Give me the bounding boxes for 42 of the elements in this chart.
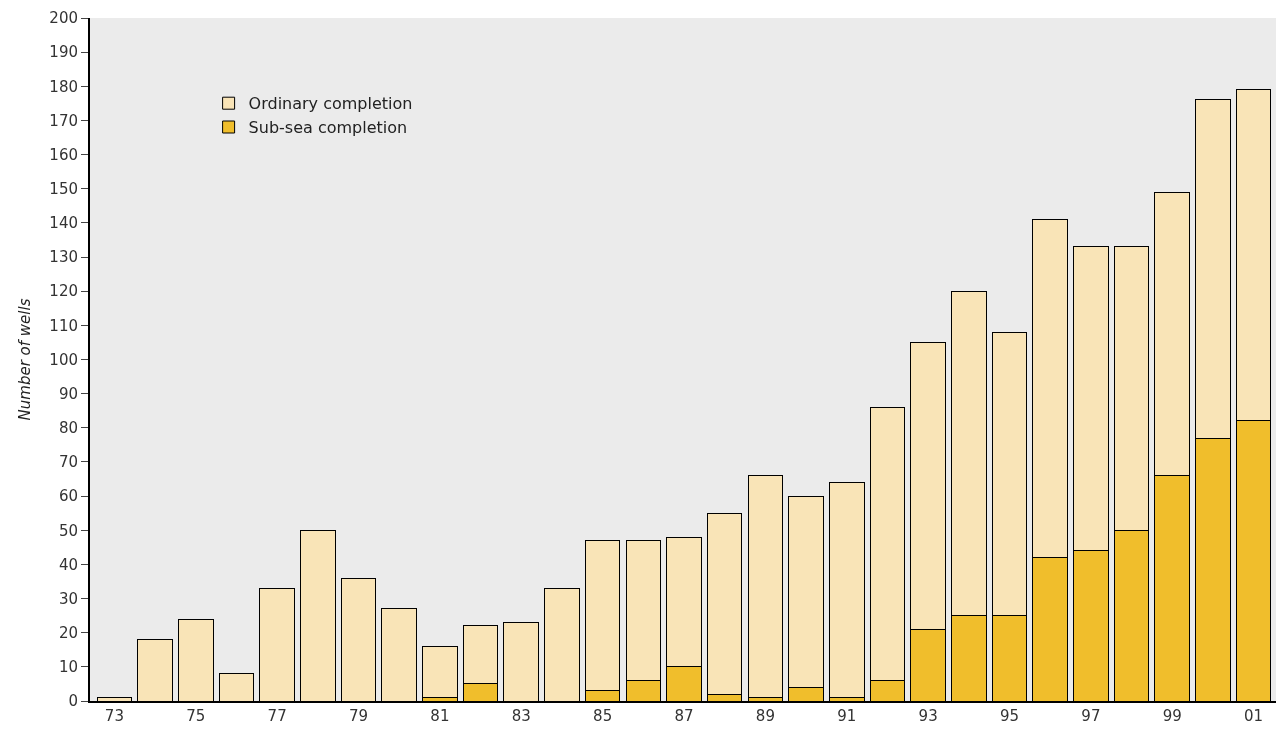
y-tick-label: 190 <box>49 43 78 62</box>
y-axis-title: Number of wells <box>16 298 35 421</box>
legend-label: Sub-sea completion <box>248 118 408 138</box>
x-tick-label: 01 <box>1244 707 1264 725</box>
y-tick-label: 120 <box>49 282 78 301</box>
x-tick-label: 87 <box>674 707 694 725</box>
x-tick-label: 83 <box>511 707 531 725</box>
bar <box>828 481 865 699</box>
x-tick-label: 89 <box>755 707 775 725</box>
legend-label: Ordinary completion <box>248 94 413 114</box>
y-tick-label: 160 <box>49 145 78 164</box>
y-tick-label: 50 <box>58 521 78 540</box>
y-tick-label: 60 <box>58 487 78 506</box>
y-tick-label: 70 <box>58 453 78 472</box>
x-tick-label: 99 <box>1162 707 1182 725</box>
y-tick-label: 110 <box>49 316 78 335</box>
y-tick-label: 150 <box>49 180 78 198</box>
y-tick-label: 80 <box>58 419 78 438</box>
y-tick-label: 180 <box>49 77 78 96</box>
x-tick-label: 79 <box>348 707 369 725</box>
y-tick-label: 30 <box>58 589 78 608</box>
x-tick-label: 97 <box>1081 707 1101 725</box>
x-tick-label: 73 <box>104 707 124 725</box>
x-tick-label: 85 <box>593 707 613 725</box>
x-tick-label: 91 <box>837 707 857 725</box>
y-tick-label: 140 <box>49 214 78 233</box>
y-tick-label: 200 <box>49 9 78 28</box>
y-tick-label: 100 <box>49 350 78 369</box>
x-tick-label: 75 <box>186 707 206 725</box>
x-tick-label: 81 <box>430 707 450 725</box>
y-tick-label: 130 <box>49 248 78 267</box>
y-tick-label: 40 <box>58 555 78 574</box>
x-tick-label: 77 <box>267 707 287 725</box>
y-tick-label: 20 <box>58 623 78 642</box>
y-tick-label: 90 <box>58 384 78 403</box>
bar <box>747 475 784 699</box>
bar <box>422 645 458 699</box>
y-tick-label: 0 <box>68 692 78 711</box>
x-tick-label: 95 <box>999 707 1020 725</box>
x-tick-label: 93 <box>918 707 938 725</box>
y-tick-label: 10 <box>58 658 78 677</box>
y-tick-label: 170 <box>49 111 78 130</box>
